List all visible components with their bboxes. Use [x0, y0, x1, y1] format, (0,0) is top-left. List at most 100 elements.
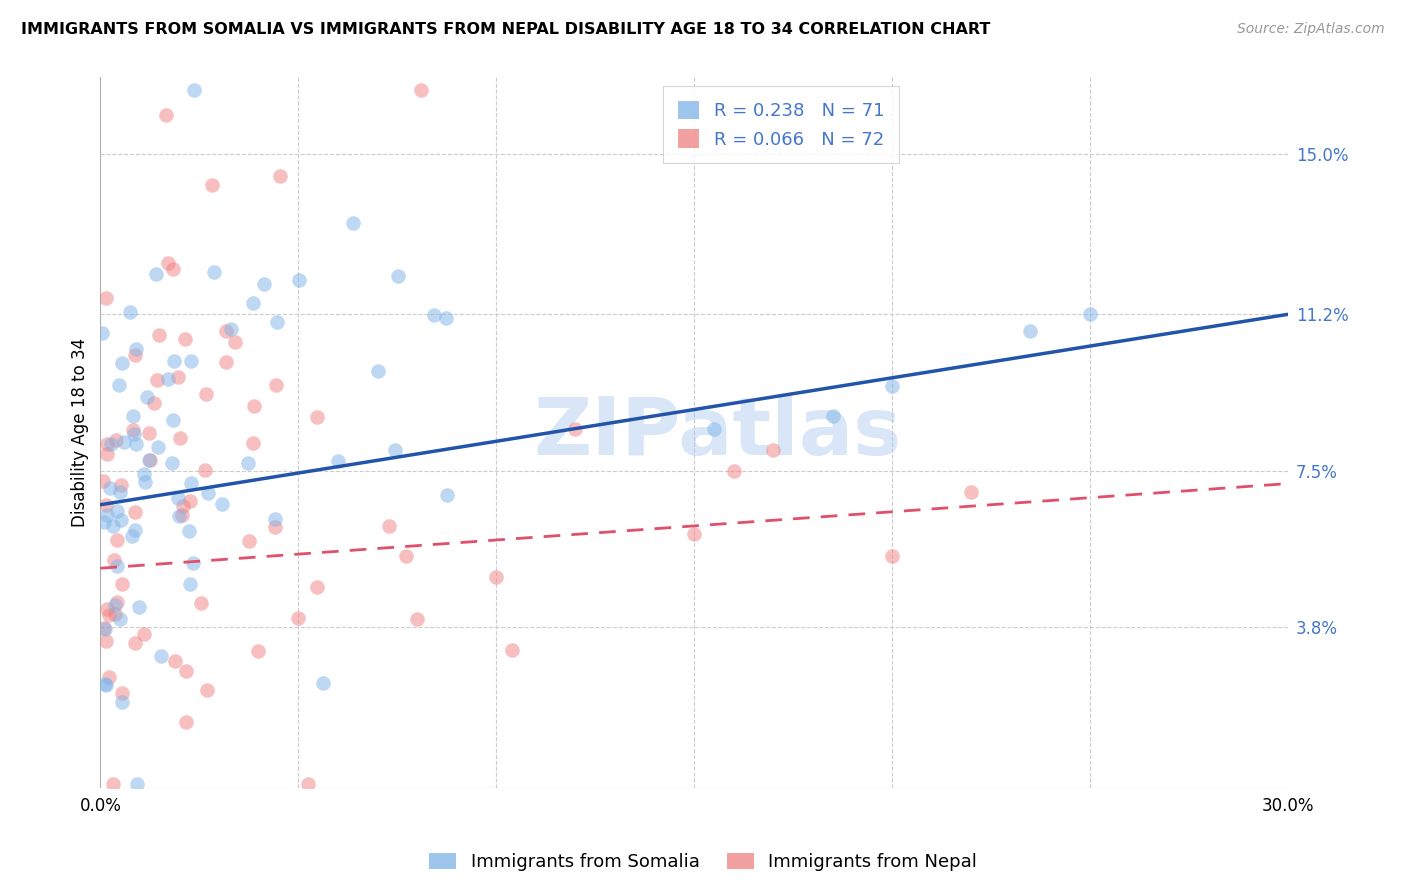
Point	[387, 268, 409, 283]
Point	[139, 453, 162, 467]
Point	[121, 529, 143, 543]
Point	[155, 107, 177, 121]
Point	[125, 436, 148, 450]
Point	[169, 431, 191, 445]
Point	[880, 379, 903, 393]
Point	[105, 595, 128, 609]
Point	[501, 643, 523, 657]
Point	[242, 295, 264, 310]
Y-axis label: Disability Age 18 to 34: Disability Age 18 to 34	[72, 338, 89, 527]
Point	[94, 291, 117, 305]
Point	[105, 504, 128, 518]
Point	[101, 777, 124, 791]
Point	[162, 262, 184, 277]
Point	[96, 678, 118, 692]
Point	[96, 602, 118, 616]
Point	[111, 356, 134, 370]
Point	[190, 596, 212, 610]
Point	[104, 433, 127, 447]
Point	[118, 305, 141, 319]
Point	[111, 695, 134, 709]
Point	[128, 599, 150, 614]
Point	[170, 508, 193, 523]
Point	[138, 452, 160, 467]
Point	[110, 478, 132, 492]
Point	[297, 777, 319, 791]
Point	[135, 391, 157, 405]
Point	[485, 570, 508, 584]
Point	[124, 426, 146, 441]
Point	[253, 277, 276, 291]
Point	[138, 425, 160, 440]
Point	[167, 370, 190, 384]
Point	[110, 485, 132, 500]
Point	[1019, 324, 1042, 338]
Point	[122, 409, 145, 423]
Point	[91, 326, 114, 341]
Point	[134, 627, 156, 641]
Point	[238, 533, 260, 548]
Point	[195, 387, 218, 401]
Point	[181, 556, 204, 570]
Point	[1078, 307, 1101, 321]
Point	[156, 371, 179, 385]
Point	[960, 485, 983, 500]
Point	[103, 607, 125, 621]
Point	[384, 443, 406, 458]
Point	[103, 553, 125, 567]
Point	[703, 421, 725, 435]
Point	[105, 558, 128, 573]
Point	[219, 322, 242, 336]
Point	[305, 410, 328, 425]
Point	[94, 633, 117, 648]
Point	[107, 533, 129, 547]
Point	[224, 334, 246, 349]
Point	[94, 622, 117, 636]
Point	[423, 308, 446, 322]
Point	[179, 524, 201, 538]
Point	[124, 524, 146, 538]
Point	[342, 216, 364, 230]
Point	[409, 83, 432, 97]
Point	[146, 441, 169, 455]
Point	[145, 267, 167, 281]
Point	[214, 324, 236, 338]
Point	[880, 549, 903, 563]
Point	[174, 332, 197, 346]
Point	[242, 436, 264, 450]
Point	[166, 491, 188, 505]
Point	[124, 348, 146, 362]
Point	[215, 354, 238, 368]
Point	[211, 497, 233, 511]
Point	[108, 378, 131, 392]
Point	[326, 453, 349, 467]
Point	[96, 508, 118, 522]
Point	[104, 599, 127, 613]
Point	[202, 265, 225, 279]
Point	[201, 178, 224, 193]
Point	[288, 273, 311, 287]
Point	[377, 519, 399, 533]
Point	[162, 413, 184, 427]
Point	[367, 364, 389, 378]
Point	[183, 83, 205, 97]
Point	[434, 310, 457, 325]
Point	[762, 442, 785, 457]
Point	[564, 421, 586, 435]
Point	[100, 437, 122, 451]
Legend: R = 0.238   N = 71, R = 0.066   N = 72: R = 0.238 N = 71, R = 0.066 N = 72	[664, 87, 898, 163]
Point	[176, 664, 198, 678]
Point	[125, 343, 148, 357]
Point	[97, 669, 120, 683]
Point	[305, 580, 328, 594]
Point	[160, 457, 183, 471]
Point	[266, 315, 288, 329]
Point	[406, 612, 429, 626]
Point	[247, 643, 270, 657]
Point	[91, 474, 114, 488]
Point	[124, 636, 146, 650]
Point	[149, 649, 172, 664]
Point	[108, 612, 131, 626]
Point	[165, 654, 187, 668]
Text: IMMIGRANTS FROM SOMALIA VS IMMIGRANTS FROM NEPAL DISABILITY AGE 18 TO 34 CORRELA: IMMIGRANTS FROM SOMALIA VS IMMIGRANTS FR…	[21, 22, 990, 37]
